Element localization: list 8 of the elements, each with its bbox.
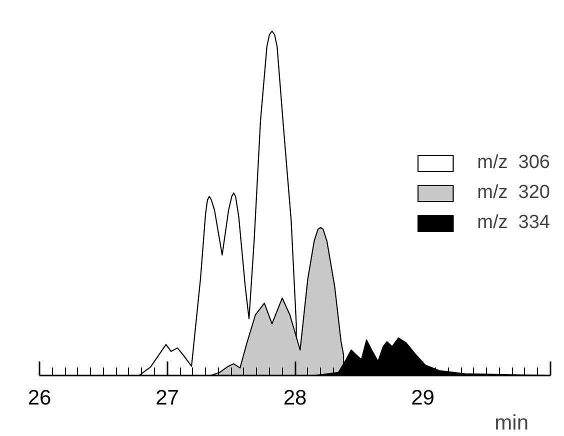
x-axis-title: min xyxy=(494,412,529,434)
legend-label: m/z 320 xyxy=(477,182,550,204)
x-tick-label: 29 xyxy=(411,386,434,410)
x-tick-label: 28 xyxy=(283,386,307,410)
x-tick-label: 27 xyxy=(156,386,179,410)
legend-label: m/z 334 xyxy=(477,212,550,234)
x-tick-label: 26 xyxy=(28,386,52,410)
legend-label: m/z 306 xyxy=(477,152,550,174)
